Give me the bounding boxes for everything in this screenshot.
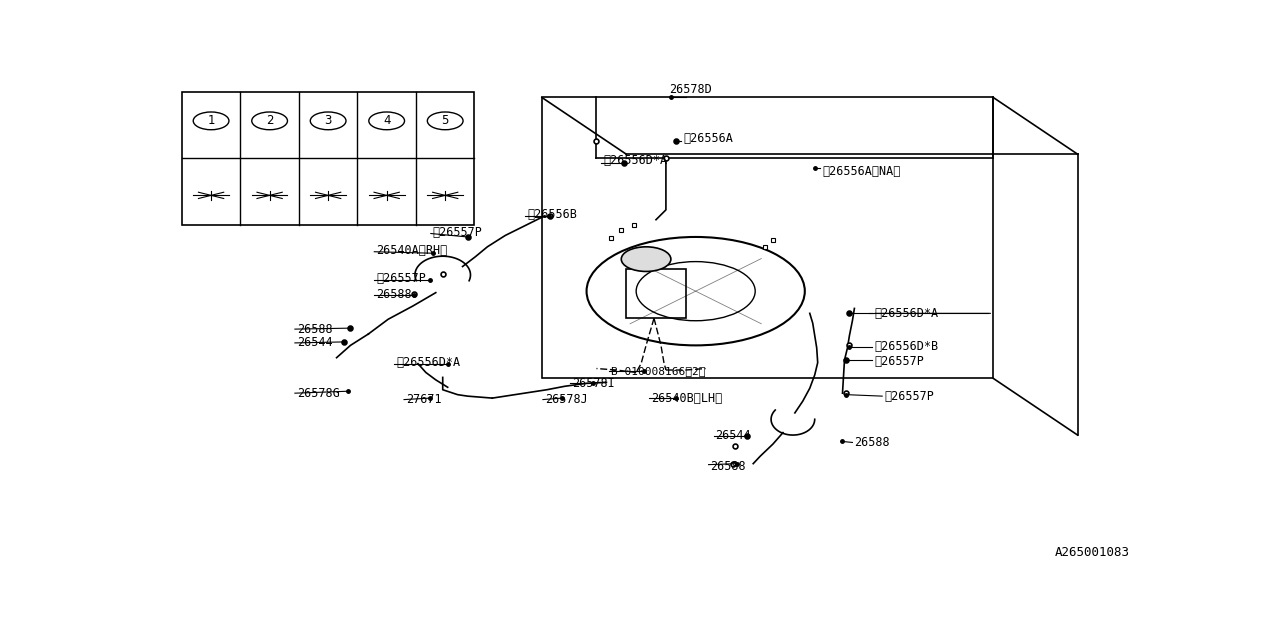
- Text: ㉥26557P: ㉥26557P: [884, 390, 934, 403]
- Text: 2: 2: [266, 115, 274, 127]
- Text: ㉤26556B: ㉤26556B: [527, 208, 577, 221]
- Text: ㉡26556D*A: ㉡26556D*A: [396, 356, 461, 369]
- Text: A265001083: A265001083: [1055, 546, 1130, 559]
- Text: 26578J: 26578J: [545, 393, 588, 406]
- Text: ㉢26556D*B: ㉢26556D*B: [874, 340, 938, 353]
- Text: 4: 4: [383, 115, 390, 127]
- Text: ㉡26556D*A: ㉡26556D*A: [874, 307, 938, 320]
- Circle shape: [621, 247, 671, 271]
- Text: ㉣26556A〈NA〉: ㉣26556A〈NA〉: [823, 165, 901, 178]
- Text: 26588: 26588: [297, 323, 333, 335]
- Text: 26588: 26588: [710, 460, 746, 472]
- Text: 5: 5: [442, 115, 449, 127]
- Text: ㉥26557P: ㉥26557P: [433, 225, 483, 239]
- Text: 26544: 26544: [297, 337, 333, 349]
- Text: B 010008166（2）: B 010008166（2）: [612, 366, 705, 376]
- Text: ㉣26556A: ㉣26556A: [684, 132, 733, 145]
- Text: 26540B〈LH〉: 26540B〈LH〉: [652, 392, 722, 404]
- Text: ㉥26557P: ㉥26557P: [874, 355, 924, 368]
- Text: 26544: 26544: [716, 429, 751, 442]
- Bar: [182, 92, 475, 225]
- Text: ㉥26557P: ㉥26557P: [376, 273, 426, 285]
- Text: 26588: 26588: [376, 288, 412, 301]
- Text: 26578G: 26578G: [297, 387, 339, 399]
- Text: 26578D: 26578D: [669, 83, 712, 95]
- Text: 26540A〈RH〉: 26540A〈RH〉: [376, 244, 448, 257]
- Text: 26588: 26588: [855, 436, 890, 449]
- Text: 26578I: 26578I: [572, 377, 614, 390]
- Text: 1: 1: [207, 115, 215, 127]
- Text: 3: 3: [324, 115, 332, 127]
- Bar: [626, 269, 686, 318]
- Text: 27671: 27671: [406, 393, 442, 406]
- Text: ㉡26556D*A: ㉡26556D*A: [603, 154, 668, 167]
